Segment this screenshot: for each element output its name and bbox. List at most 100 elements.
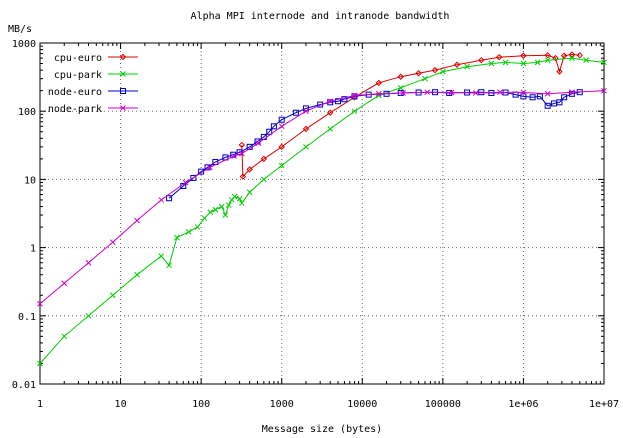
x-tick-label: 100000 bbox=[425, 399, 461, 410]
data-point-cpu-park bbox=[85, 312, 92, 319]
data-point-node-park bbox=[569, 89, 575, 96]
legend-marker bbox=[120, 105, 126, 111]
data-point-node-park bbox=[544, 90, 551, 97]
data-point-cpu-park bbox=[174, 234, 180, 241]
data-point-cpu-park bbox=[166, 262, 172, 269]
data-point-cpu-park bbox=[218, 203, 225, 210]
data-point-cpu-park bbox=[278, 162, 285, 169]
data-point-node-park bbox=[278, 123, 285, 130]
data-point-cpu-park bbox=[303, 144, 309, 150]
data-point-node-euro bbox=[341, 96, 348, 103]
data-point-cpu-park bbox=[327, 126, 334, 132]
legend-marker bbox=[119, 53, 127, 61]
series-line-cpu-euro bbox=[241, 53, 580, 178]
data-point-node-park bbox=[37, 300, 43, 307]
data-point-cpu-park bbox=[222, 212, 229, 218]
data-point-cpu-euro bbox=[453, 61, 461, 68]
data-point-node-park bbox=[601, 87, 607, 94]
data-point-cpu-euro bbox=[278, 143, 285, 151]
data-point-cpu-euro bbox=[576, 52, 583, 59]
data-point-cpu-park bbox=[134, 271, 140, 278]
data-point-node-park bbox=[448, 89, 455, 96]
y-axis-label: MB/s bbox=[8, 24, 32, 35]
data-point-node-park bbox=[497, 89, 503, 96]
data-point-node-euro bbox=[529, 94, 536, 101]
series-node-park bbox=[37, 87, 607, 307]
data-point-node-euro bbox=[236, 149, 243, 156]
data-point-node-park bbox=[400, 90, 406, 96]
data-point-cpu-euro bbox=[568, 51, 576, 58]
data-point-cpu-park bbox=[422, 75, 428, 82]
data-point-node-euro bbox=[556, 99, 563, 106]
data-point-cpu-park bbox=[109, 292, 116, 299]
data-point-node-euro bbox=[520, 93, 527, 100]
data-point-cpu-park bbox=[238, 200, 245, 206]
data-point-cpu-park bbox=[534, 59, 541, 66]
x-tick-label: 10000 bbox=[347, 399, 377, 410]
legend-label: node-park bbox=[48, 104, 102, 115]
data-point-cpu-park bbox=[351, 108, 358, 115]
y-tick-label: 1 bbox=[30, 244, 36, 255]
series-line-node-euro bbox=[168, 91, 580, 199]
data-point-node-park bbox=[375, 90, 382, 97]
legend-entry-cpu-park: cpu-park bbox=[54, 70, 138, 81]
data-point-node-park bbox=[255, 140, 262, 147]
data-point-node-park bbox=[238, 150, 245, 157]
data-point-cpu-park bbox=[236, 195, 243, 202]
data-point-cpu-euro bbox=[431, 66, 439, 74]
data-point-node-euro bbox=[278, 116, 285, 123]
axis-ticks: 1 10 100 1000 10000 100000 1e+06 1e+07 0.01 0.1 1 1… bbox=[12, 39, 619, 410]
data-point-node-park bbox=[182, 179, 189, 186]
data-point-cpu-park bbox=[488, 60, 495, 67]
data-point-node-park bbox=[158, 197, 165, 203]
data-point-cpu-euro bbox=[302, 125, 310, 133]
x-tick-label: 1000 bbox=[270, 399, 294, 410]
data-point-cpu-park bbox=[207, 209, 214, 216]
y-tick-label: 10 bbox=[24, 175, 36, 186]
data-point-cpu-euro bbox=[415, 70, 422, 77]
data-point-cpu-euro bbox=[520, 52, 527, 59]
series-cpu-park bbox=[37, 55, 607, 367]
data-point-node-park bbox=[424, 89, 431, 96]
data-point-cpu-euro bbox=[552, 54, 559, 62]
data-point-node-park bbox=[472, 90, 479, 96]
x-axis-label: Message size (bytes) bbox=[262, 424, 382, 435]
data-point-node-euro bbox=[561, 94, 568, 101]
legend-label: cpu-park bbox=[54, 70, 102, 81]
data-point-cpu-park bbox=[194, 224, 201, 230]
legend-entry-node-euro: node-euro bbox=[48, 87, 138, 98]
data-point-cpu-park bbox=[185, 229, 192, 235]
legend-marker bbox=[120, 71, 126, 77]
data-point-cpu-euro bbox=[246, 166, 253, 173]
data-point-node-euro bbox=[335, 98, 342, 105]
x-tick-label: 1e+06 bbox=[508, 399, 538, 410]
data-point-cpu-park bbox=[212, 206, 219, 213]
data-point-cpu-park bbox=[569, 55, 575, 61]
legend-label: node-euro bbox=[48, 87, 102, 98]
legend: cpu-euro cpu-park node-euro node-park bbox=[48, 53, 138, 115]
data-point-node-park bbox=[61, 280, 68, 287]
data-point-node-park bbox=[109, 239, 116, 246]
series-layer bbox=[37, 51, 607, 367]
data-point-cpu-euro bbox=[327, 109, 334, 116]
legend-entry-cpu-euro: cpu-euro bbox=[54, 53, 138, 64]
data-point-cpu-park bbox=[601, 59, 607, 66]
data-point-cpu-park bbox=[544, 57, 551, 64]
data-point-node-park bbox=[206, 164, 213, 171]
data-point-cpu-euro bbox=[260, 155, 268, 163]
data-point-cpu-euro bbox=[375, 79, 382, 87]
plot-frame bbox=[39, 42, 605, 385]
data-point-cpu-euro bbox=[560, 52, 568, 59]
y-tick-label: 100 bbox=[18, 107, 36, 118]
data-point-cpu-park bbox=[225, 202, 232, 208]
data-point-node-euro bbox=[266, 128, 273, 135]
data-point-node-euro bbox=[190, 174, 197, 181]
grid bbox=[40, 43, 604, 384]
data-point-node-euro bbox=[292, 109, 299, 116]
data-point-cpu-park bbox=[502, 59, 509, 66]
data-point-node-park bbox=[327, 98, 334, 105]
x-tick-label: 10 bbox=[115, 399, 127, 410]
data-point-node-euro bbox=[166, 195, 173, 202]
data-point-node-park bbox=[85, 259, 92, 266]
